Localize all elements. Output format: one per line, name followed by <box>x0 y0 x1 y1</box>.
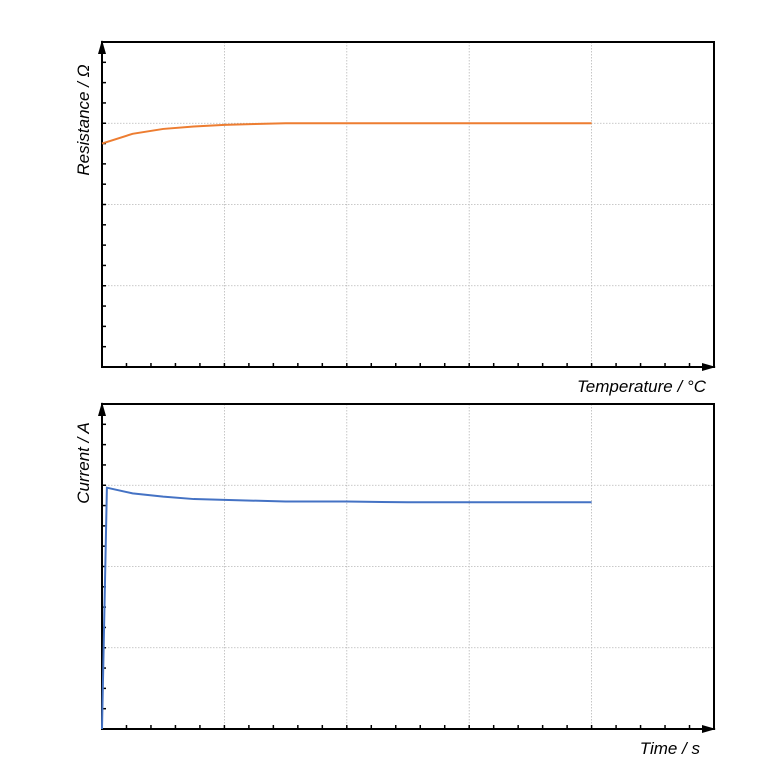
x-axis-arrow <box>702 725 716 733</box>
y-axis-arrow <box>98 402 106 416</box>
x-axis-label: Time / s <box>640 739 701 758</box>
y-axis-arrow <box>98 40 106 54</box>
resistance-temperature-chart: Temperature / °C Resistance / Ω <box>74 40 716 396</box>
series-line <box>101 122 592 145</box>
x-axis-label: Temperature / °C <box>577 377 707 396</box>
current-time-chart: Time / s Current / A <box>74 402 716 758</box>
series-line <box>101 486 592 730</box>
y-axis-label: Current / A <box>74 422 93 504</box>
y-axis-label: Resistance / Ω <box>74 64 93 175</box>
x-axis-arrow <box>702 363 716 371</box>
